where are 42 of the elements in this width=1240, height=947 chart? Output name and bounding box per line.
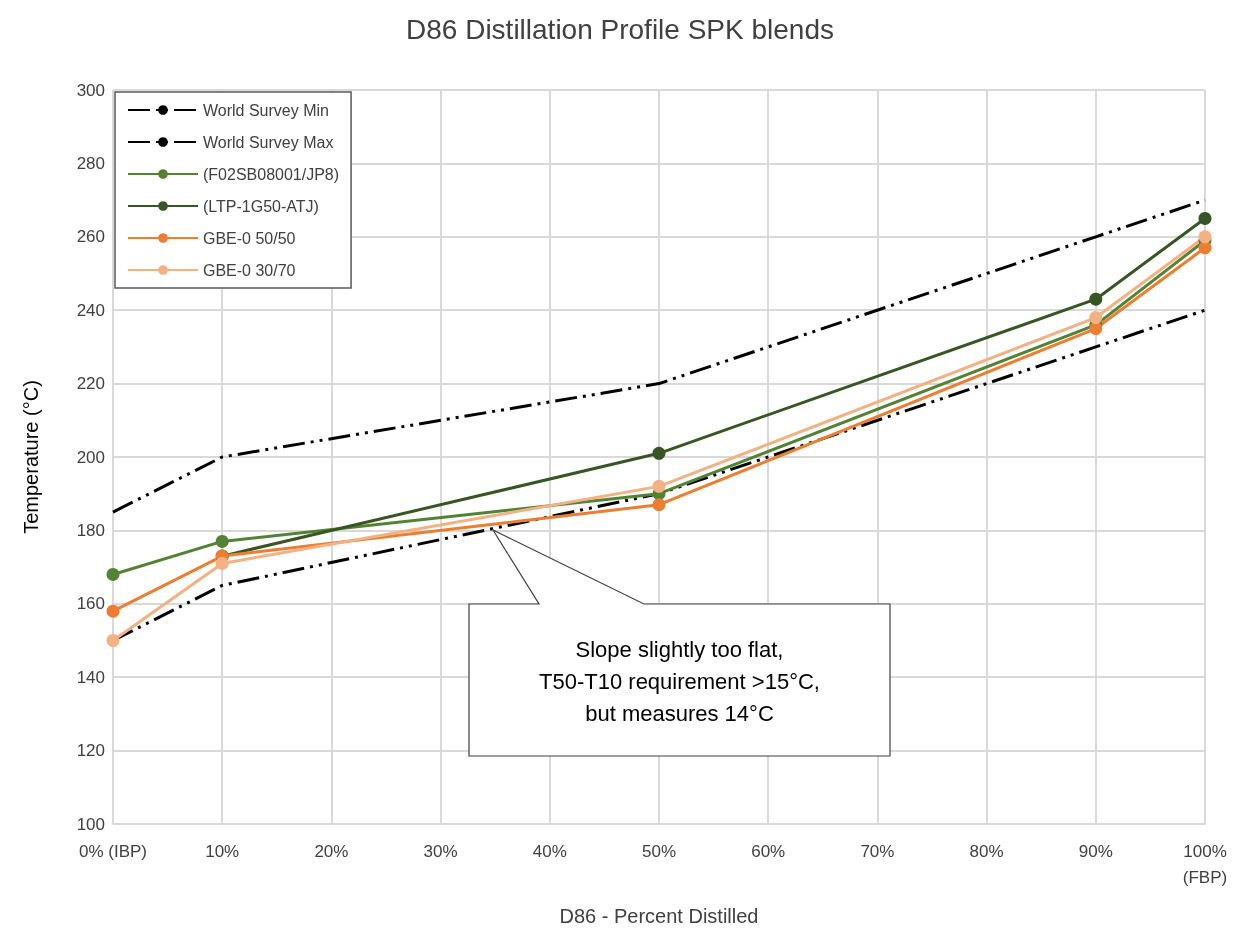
legend-label: World Survey Max	[203, 133, 334, 151]
y-tick-label: 180	[76, 520, 105, 540]
legend-label: GBE-0 30/70	[203, 261, 296, 279]
y-tick-label: 200	[76, 447, 105, 467]
point	[106, 634, 120, 647]
y-tick-label: 300	[76, 80, 105, 100]
x-tick-label: 70%	[860, 841, 895, 861]
y-tick-label: 120	[76, 741, 105, 761]
x-axis-title: D86 - Percent Distilled	[559, 905, 759, 927]
x-tick-label: 40%	[532, 841, 567, 861]
x-tick-label: 0% (IBP)	[78, 841, 148, 861]
y-tick-label: 140	[76, 667, 105, 687]
point	[215, 556, 229, 570]
y-tick-label: 240	[76, 300, 105, 320]
point	[1198, 211, 1212, 225]
x-tick-label: 50%	[641, 841, 677, 861]
point	[215, 534, 229, 548]
x-tick-label: 100% (FBP)	[1182, 841, 1228, 887]
y-axis-title: Temperature (°C)	[20, 380, 42, 534]
x-tick-label: 80%	[969, 841, 1004, 861]
y-tick-label: 100	[76, 814, 105, 834]
y-tick-label: 160	[76, 594, 105, 614]
legend-label: (F02SB08001/JP8)	[203, 165, 340, 183]
point	[106, 567, 120, 581]
chart-title: D86 Distillation Profile SPK blends	[406, 13, 834, 45]
y-tick-label: 260	[76, 227, 105, 247]
legend-label: (LTP-1G50-ATJ)	[203, 197, 319, 215]
x-tick-label: 20%	[314, 841, 349, 861]
y-tick-label: 220	[76, 374, 105, 394]
y-tick-label: 280	[76, 153, 105, 173]
legend-label: GBE-0 50/50	[203, 229, 296, 247]
point	[1089, 292, 1103, 306]
x-tick-label: 90%	[1078, 841, 1113, 861]
point	[652, 479, 666, 493]
legend-label: World Survey Min	[203, 101, 329, 119]
point	[652, 446, 666, 460]
point	[652, 498, 666, 512]
annotation: Slope slightly too flat, T50-T10 requirement >15°C, but measures 14°C	[538, 636, 821, 728]
point	[106, 604, 120, 618]
x-tick-label: 10%	[205, 841, 240, 861]
x-tick-label: 60%	[751, 841, 786, 861]
x-tick-label: 30%	[423, 841, 458, 861]
